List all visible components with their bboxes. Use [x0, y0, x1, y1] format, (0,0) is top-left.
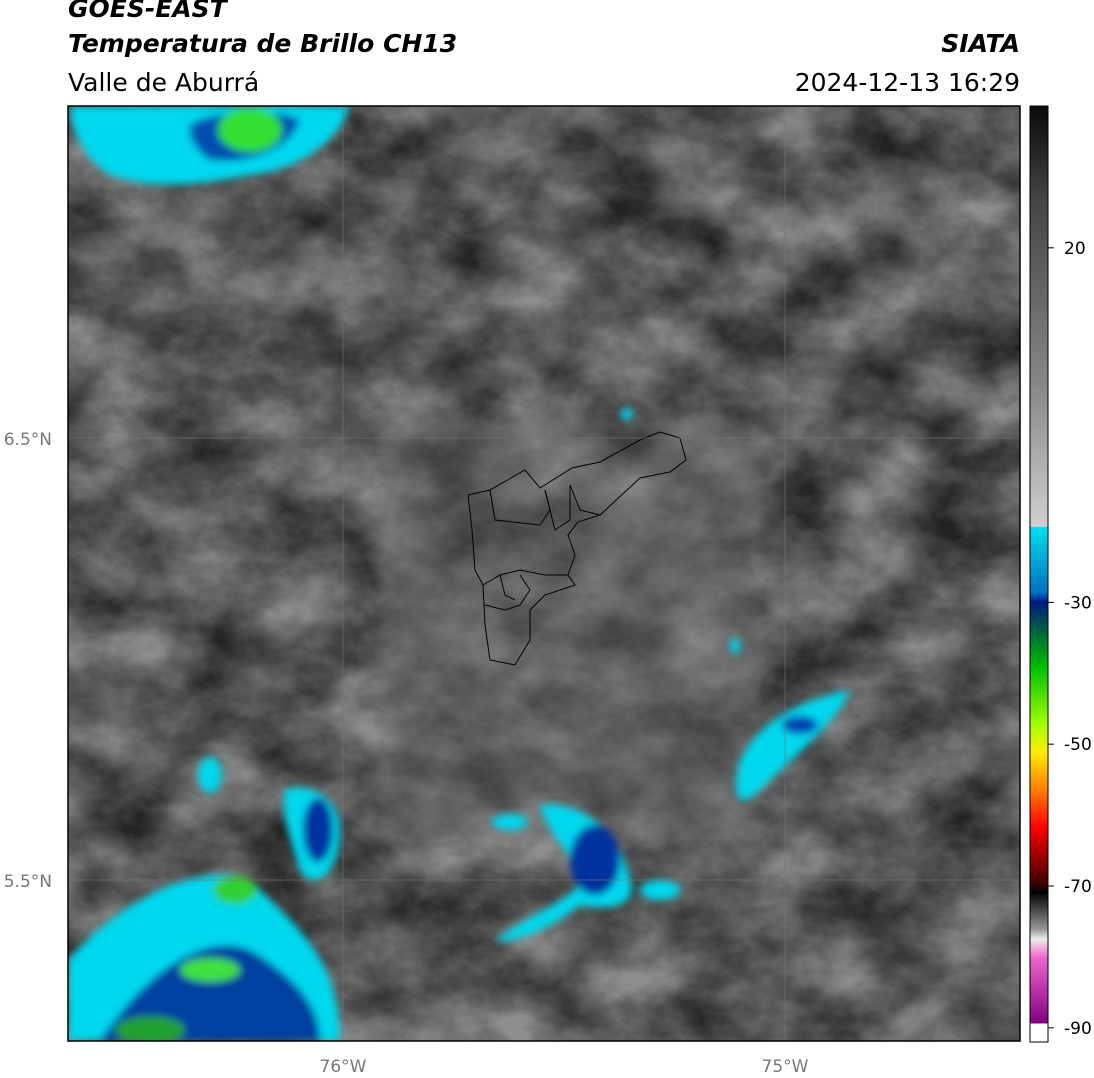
lon-label: 75°W	[762, 1057, 809, 1077]
colorbar-tick-label: -50	[1064, 735, 1092, 755]
datetime: 2024-12-13 16:29	[794, 68, 1020, 97]
map-frame	[67, 105, 1021, 1042]
colorbar-tick-label: -30	[1064, 593, 1092, 613]
lat-label: 5.5°N	[4, 872, 52, 892]
colorbar-tick-label: 20	[1064, 239, 1086, 259]
source: SIATA	[941, 29, 1020, 58]
municipal-boundaries	[467, 431, 687, 666]
lon-label: 76°W	[320, 1057, 367, 1077]
lat-label: 6.5°N	[4, 430, 52, 450]
satellite-image	[68, 106, 1020, 1041]
subtitle: Temperatura de Brillo CH13	[68, 29, 458, 58]
colorbar-tick-label: -70	[1064, 877, 1092, 897]
colorbar-tick-label: -90	[1064, 1019, 1092, 1039]
region: Valle de Aburrá	[68, 68, 260, 97]
title: GOES-EAST	[68, 0, 227, 23]
colorbar	[1029, 105, 1049, 1043]
graticule	[68, 106, 1020, 1041]
